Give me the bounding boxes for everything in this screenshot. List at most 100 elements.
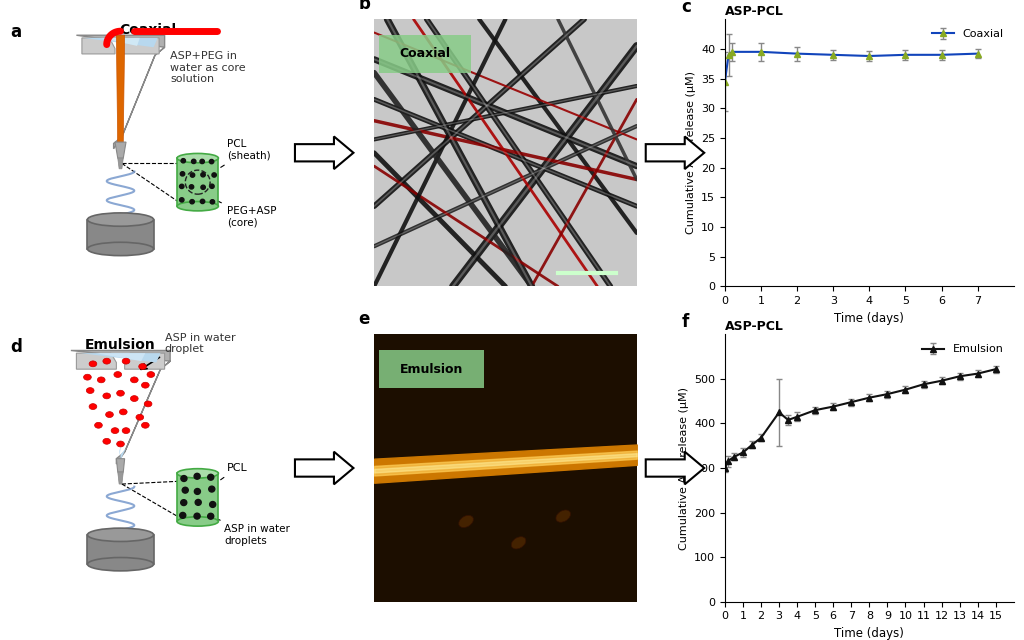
Ellipse shape xyxy=(136,414,143,420)
Ellipse shape xyxy=(87,557,154,571)
Polygon shape xyxy=(81,353,161,460)
Ellipse shape xyxy=(141,382,150,388)
Y-axis label: Cumulative ASB release (μM): Cumulative ASB release (μM) xyxy=(685,71,695,234)
Circle shape xyxy=(208,474,214,480)
Ellipse shape xyxy=(177,154,218,163)
Ellipse shape xyxy=(112,428,119,433)
FancyArrow shape xyxy=(295,136,353,169)
Circle shape xyxy=(180,172,184,176)
Circle shape xyxy=(210,184,214,188)
Circle shape xyxy=(189,200,195,204)
Ellipse shape xyxy=(130,377,138,383)
Ellipse shape xyxy=(84,374,91,380)
Ellipse shape xyxy=(102,393,111,399)
Ellipse shape xyxy=(117,441,124,447)
X-axis label: Time (days): Time (days) xyxy=(835,627,904,640)
Text: ASP-PCL: ASP-PCL xyxy=(725,5,783,18)
Ellipse shape xyxy=(89,404,97,410)
Ellipse shape xyxy=(138,364,146,369)
Ellipse shape xyxy=(87,213,154,227)
Circle shape xyxy=(191,159,196,164)
Ellipse shape xyxy=(122,428,130,433)
Circle shape xyxy=(179,184,184,189)
Ellipse shape xyxy=(117,390,124,396)
Ellipse shape xyxy=(87,243,154,255)
Circle shape xyxy=(212,173,216,177)
X-axis label: Time (days): Time (days) xyxy=(835,312,904,324)
Circle shape xyxy=(195,474,200,479)
Text: c: c xyxy=(682,0,691,16)
Text: b: b xyxy=(358,0,371,13)
Polygon shape xyxy=(101,38,140,142)
Polygon shape xyxy=(121,38,159,54)
Polygon shape xyxy=(374,335,637,602)
Ellipse shape xyxy=(120,409,127,415)
Ellipse shape xyxy=(105,412,114,417)
Circle shape xyxy=(208,513,214,519)
Polygon shape xyxy=(118,158,123,169)
Circle shape xyxy=(210,502,216,508)
Text: ASP+PEG in
water as core
solution: ASP+PEG in water as core solution xyxy=(170,51,246,84)
Polygon shape xyxy=(177,158,218,206)
Circle shape xyxy=(210,200,215,204)
FancyBboxPatch shape xyxy=(380,35,471,72)
Ellipse shape xyxy=(177,516,218,526)
Polygon shape xyxy=(115,142,126,158)
Y-axis label: Cumulative ASB release (μM): Cumulative ASB release (μM) xyxy=(679,387,688,550)
Circle shape xyxy=(181,476,187,481)
Polygon shape xyxy=(117,459,125,472)
Ellipse shape xyxy=(102,358,111,364)
Ellipse shape xyxy=(86,388,94,394)
Circle shape xyxy=(180,513,185,518)
Circle shape xyxy=(200,159,205,164)
Circle shape xyxy=(190,173,195,177)
Text: a: a xyxy=(10,23,22,41)
Ellipse shape xyxy=(147,372,155,378)
Ellipse shape xyxy=(114,372,122,378)
Ellipse shape xyxy=(94,422,102,428)
Circle shape xyxy=(201,173,205,177)
Polygon shape xyxy=(77,353,117,369)
Circle shape xyxy=(181,159,185,163)
Circle shape xyxy=(195,488,201,494)
Ellipse shape xyxy=(122,358,130,364)
Text: e: e xyxy=(358,310,370,328)
Text: ASP-PCL: ASP-PCL xyxy=(725,320,783,333)
Circle shape xyxy=(194,513,200,519)
Polygon shape xyxy=(83,38,158,145)
Polygon shape xyxy=(87,535,154,564)
Circle shape xyxy=(179,198,184,202)
Text: f: f xyxy=(682,313,689,331)
Text: PCL: PCL xyxy=(220,463,248,480)
Circle shape xyxy=(189,185,194,189)
Polygon shape xyxy=(77,35,165,148)
Text: ASP in water
droplets: ASP in water droplets xyxy=(206,515,290,546)
Ellipse shape xyxy=(130,396,138,401)
Ellipse shape xyxy=(87,528,154,541)
Text: Coaxial: Coaxial xyxy=(399,47,451,60)
Circle shape xyxy=(209,486,215,492)
Ellipse shape xyxy=(459,515,473,527)
Text: Emulsion: Emulsion xyxy=(400,363,464,376)
FancyBboxPatch shape xyxy=(380,351,484,388)
Ellipse shape xyxy=(141,422,150,428)
Polygon shape xyxy=(71,351,170,464)
Polygon shape xyxy=(87,220,154,249)
Ellipse shape xyxy=(511,537,526,549)
Ellipse shape xyxy=(102,438,111,444)
Text: ASP in water
droplet: ASP in water droplet xyxy=(165,333,236,355)
Ellipse shape xyxy=(177,202,218,211)
Ellipse shape xyxy=(144,401,152,407)
Legend: Coaxial: Coaxial xyxy=(927,25,1009,44)
Polygon shape xyxy=(95,353,145,456)
Text: PCL
(sheath): PCL (sheath) xyxy=(221,140,270,167)
Circle shape xyxy=(196,499,202,506)
Polygon shape xyxy=(374,19,637,286)
Polygon shape xyxy=(82,38,115,54)
FancyArrow shape xyxy=(295,452,353,484)
Circle shape xyxy=(209,159,214,164)
Ellipse shape xyxy=(556,510,570,522)
Text: Emulsion: Emulsion xyxy=(85,339,156,353)
Polygon shape xyxy=(125,353,165,369)
Polygon shape xyxy=(118,472,123,484)
